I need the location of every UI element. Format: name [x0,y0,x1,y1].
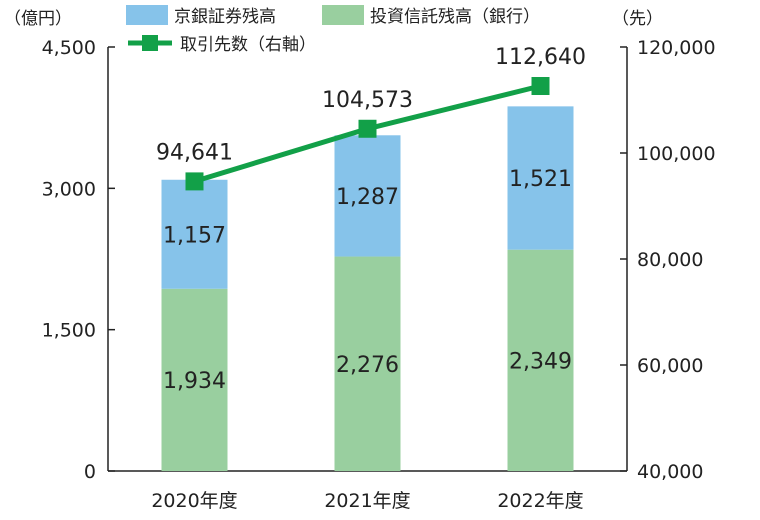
x-tick-label: 2020年度 [151,490,237,512]
legend-line-marker [128,34,172,51]
legend-label-investment-trust: 投資信託残高（銀行） [370,7,540,27]
bar-securities [161,179,228,289]
bar-investment-trust [334,256,401,471]
clients-point [185,172,204,191]
legend-investment-trust: 投資信託残高（銀行） [322,2,540,27]
x-tick-label: 2022年度 [497,490,583,512]
legend-label-securities: 京銀証券残高 [174,7,276,27]
bar-label-securities: 1,157 [163,223,226,248]
legend-swatch-securities [126,4,168,25]
bar-investment-trust [507,249,574,471]
bar-label-investment-trust: 1,934 [163,369,226,394]
left-tick-label: 0 [84,461,96,483]
clients-point-label: 94,641 [156,140,233,165]
right-tick-label: 60,000 [637,355,703,377]
bar-securities [507,106,574,250]
left-tick-label: 3,000 [42,178,96,200]
right-tick-label: 40,000 [637,461,703,483]
clients-point [358,119,377,138]
x-tick-label: 2021年度 [324,490,410,512]
right-axis-unit: （先） [612,9,663,29]
bar-label-investment-trust: 2,276 [336,353,399,378]
clients-point-label: 112,640 [495,45,586,70]
left-tick-label: 4,500 [42,37,96,59]
bar-label-securities: 1,521 [509,167,572,192]
clients-point [531,77,550,96]
bar-investment-trust [161,288,228,471]
legend-label-clients: 取引先数（右軸） [180,35,316,55]
right-tick-label: 80,000 [637,249,703,271]
clients-point-label: 104,573 [322,88,413,113]
bar-label-securities: 1,287 [336,185,399,210]
legend-securities: 京銀証券残高 [126,2,276,27]
bar-securities [334,135,401,257]
bar-label-investment-trust: 2,349 [509,349,572,374]
legend-clients: 取引先数（右軸） [126,30,316,55]
legend-swatch-investment-trust [322,4,364,25]
right-tick-label: 120,000 [637,37,716,59]
right-tick-label: 100,000 [637,143,716,165]
left-tick-label: 1,500 [42,320,96,342]
left-axis-unit: （億円） [4,9,72,29]
